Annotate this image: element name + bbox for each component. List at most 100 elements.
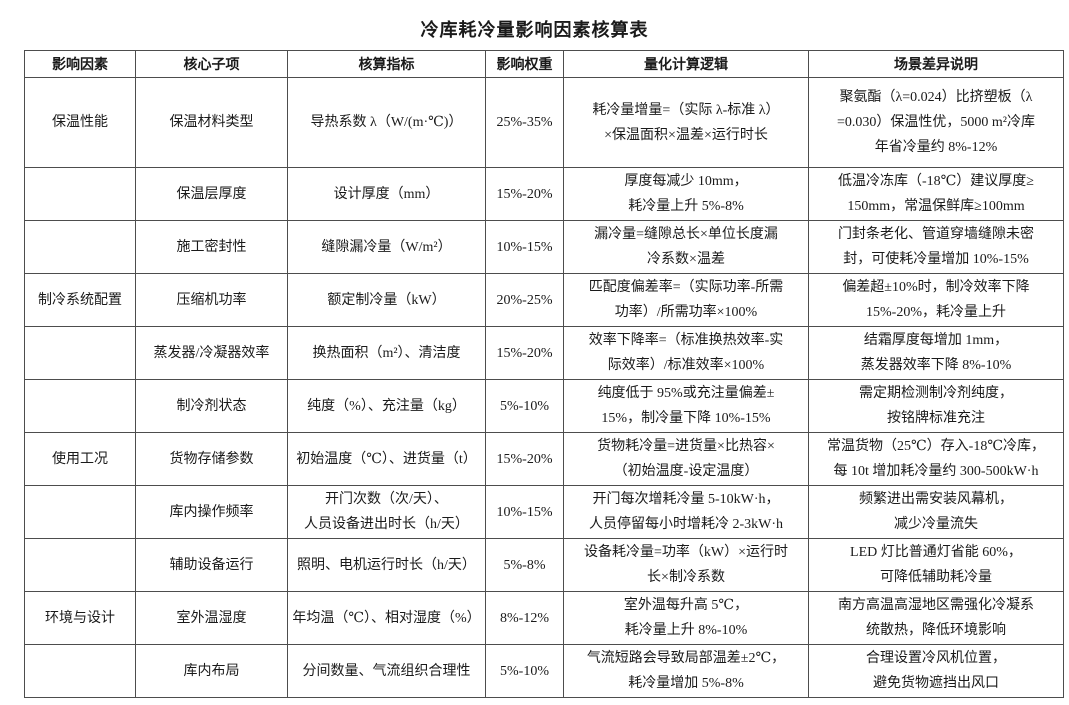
header-scenario-notes: 场景差异说明 <box>808 50 1064 78</box>
cell-weight: 15%-20% <box>485 326 564 380</box>
cell-logic: 纯度低于 95%或充注量偏差± 15%，制冷量下降 10%-15% <box>563 379 809 433</box>
cell-text-line: 25%-35% <box>496 115 553 130</box>
header-impact-factor: 影响因素 <box>24 50 136 78</box>
cell-weight: 15%-20% <box>485 167 564 221</box>
cell-impact-factor: 制冷系统配置 <box>24 273 136 327</box>
cell-core-sub-item: 室外温湿度 <box>135 591 288 645</box>
cell-core-sub-item: 制冷剂状态 <box>135 379 288 433</box>
cell-text-line: 合理设置冷风机位置， <box>866 651 1006 666</box>
cell-core-sub-item: 施工密封性 <box>135 220 288 274</box>
cell-text-line: 8%-12% <box>500 610 549 626</box>
cell-text-line: 纯度低于 95%或充注量偏差± <box>597 386 775 401</box>
cell-text-line: 150mm，常温保鲜库≥100mm <box>847 199 1025 214</box>
cell-weight: 10%-15% <box>485 485 564 539</box>
cell-text-line: 蒸发器/冷凝器效率 <box>153 345 270 361</box>
cell-text-line: 每 10t 增加耗冷量约 300-500kW·h <box>833 464 1039 479</box>
cell-text-line: 制冷系统配置 <box>38 292 122 308</box>
cell-text-line: 货物耗冷量=进货量×比热容× <box>597 439 775 454</box>
cell-text-line: LED 灯比普通灯省能 60%， <box>850 545 1022 560</box>
cell-text-line: 常温货物（25℃）存入-18℃冷库， <box>827 439 1045 454</box>
cell-logic: 开门每次增耗冷量 5-10kW·h， 人员停留每小时增耗冷 2-3kW·h <box>563 485 809 539</box>
cell-text-line: 耗冷量上升 8%-10% <box>624 623 748 638</box>
cell-text-line: 室外温湿度 <box>176 610 247 626</box>
cell-logic: 气流短路会导致局部温差±2℃， 耗冷量增加 5%-8% <box>563 644 809 698</box>
cell-text-line: 设计厚度（mm） <box>333 186 440 202</box>
cell-text-line: 额定制冷量（kW） <box>327 292 446 308</box>
cell-text-line: （初始温度-设定温度） <box>613 464 759 479</box>
cell-impact-factor <box>24 167 136 221</box>
cell-core-sub-item: 蒸发器/冷凝器效率 <box>135 326 288 380</box>
cell-text-line: 冷系数×温差 <box>647 252 725 267</box>
cell-text-line: 库内布局 <box>183 663 240 679</box>
cell-indicator: 初始温度（℃）、进货量（t） <box>287 432 486 486</box>
cell-text-line: 开门每次增耗冷量 5-10kW·h， <box>592 492 780 507</box>
table-row: 环境与设计 室外温湿度 年均温（℃）、相对湿度（%） 8%-12% 室外温每升高 5℃，… <box>24 591 1064 645</box>
cell-text-line: 偏差超±10%时，制冷效率下降 <box>842 280 1030 295</box>
cell-text-line: ×保温面积×温差×运行时长 <box>604 127 768 143</box>
cell-text-line: 漏冷量=缝隙总长×单位长度漏 <box>594 227 778 242</box>
cell-text-line: 人员设备进出时长（h/天） <box>304 517 469 532</box>
cell-text-line: 辅助设备运行 <box>169 557 254 573</box>
cell-text-line: 耗冷量上升 5%-8% <box>628 199 744 214</box>
cell-text-line: 人员停留每小时增耗冷 2-3kW·h <box>588 517 784 532</box>
cell-text-line: 厚度每减少 10mm， <box>624 174 748 189</box>
cell-weight: 5%-10% <box>485 379 564 433</box>
cell-logic: 效率下降率=（标准换热效率-实 际效率）/标准效率×100% <box>563 326 809 380</box>
table-row: 制冷剂状态 纯度（%）、充注量（kg） 5%-10% 纯度低于 95%或充注量偏差± 1… <box>24 379 1064 433</box>
cell-weight: 20%-25% <box>485 273 564 327</box>
cell-text-line: 货物存储参数 <box>169 451 254 467</box>
table-row: 制冷系统配置 压缩机功率 额定制冷量（kW） 20%-25% 匹配度偏差率=（实际功率-… <box>24 273 1064 327</box>
cell-text-line: 15%-20%，耗冷量上升 <box>866 305 1006 320</box>
cell-indicator: 纯度（%）、充注量（kg） <box>287 379 486 433</box>
cell-text-line: 门封条老化、管道穿墙缝隙未密 <box>838 227 1034 242</box>
cell-text-line: 可降低辅助耗冷量 <box>880 570 992 585</box>
cell-indicator: 额定制冷量（kW） <box>287 273 486 327</box>
cell-text-line: 聚氨酯（λ=0.024）比挤塑板（λ <box>839 90 1033 105</box>
cell-text-line: 效率下降率=（标准换热效率-实 <box>588 333 784 348</box>
cell-core-sub-item: 压缩机功率 <box>135 273 288 327</box>
cell-text-line: 15%，制冷量下降 10%-15% <box>601 411 771 426</box>
cell-core-sub-item: 保温材料类型 <box>135 77 288 168</box>
header-quantitative-logic: 量化计算逻辑 <box>563 50 809 78</box>
cell-text-line: 保温性能 <box>52 115 108 130</box>
cell-text-line: 统散热，降低环境影响 <box>866 623 1006 638</box>
cell-text-line: 分间数量、气流组织合理性 <box>302 663 471 679</box>
table-row: 保温性能 保温材料类型 导热系数 λ（W/(m·℃)） 25%-35% 耗冷量增量=（实… <box>24 77 1064 168</box>
header-core-sub-item: 核心子项 <box>135 50 288 78</box>
cell-text-line: 减少冷量流失 <box>894 517 978 532</box>
cell-text-line: 10%-15% <box>496 239 553 255</box>
cell-text-line: 低温冷冻库（-18℃）建议厚度≥ <box>837 174 1034 189</box>
cell-text-line: 初始温度（℃）、进货量（t） <box>296 451 477 467</box>
cell-scenario: 需定期检测制冷剂纯度， 按铭牌标准充注 <box>808 379 1064 433</box>
cell-text-line: 耗冷量增量=（实际 λ-标准 λ） <box>592 102 780 118</box>
cell-scenario: 门封条老化、管道穿墙缝隙未密 封，可使耗冷量增加 10%-15% <box>808 220 1064 274</box>
cell-text-line: 环境与设计 <box>45 610 115 626</box>
cell-scenario: 常温货物（25℃）存入-18℃冷库， 每 10t 增加耗冷量约 300-500kW… <box>808 432 1064 486</box>
cell-text-line: 功率）/所需功率×100% <box>614 305 758 320</box>
cell-text-line: 设备耗冷量=功率（kW）×运行时 <box>583 545 788 560</box>
cell-text-line: 气流短路会导致局部温差±2℃， <box>586 651 786 666</box>
cell-text-line: 库内操作频率 <box>169 504 254 520</box>
cell-indicator: 换热面积（m²）、清洁度 <box>287 326 486 380</box>
cell-text-line: 15%-20% <box>496 451 553 467</box>
table-row: 保温层厚度 设计厚度（mm） 15%-20% 厚度每减少 10mm， 耗冷量上升 5%-… <box>24 167 1064 221</box>
cell-text-line: 南方高温高湿地区需强化冷凝系 <box>838 598 1034 613</box>
cell-text-line: 耗冷量增加 5%-8% <box>628 676 744 691</box>
cell-text-line: =0.030）保温性优，5000 m²冷库 <box>837 115 1035 130</box>
cell-text-line: 10%-15% <box>496 504 553 520</box>
cell-impact-factor <box>24 485 136 539</box>
cell-text-line: 照明、电机运行时长（h/天） <box>297 557 476 573</box>
cell-scenario: 合理设置冷风机位置， 避免货物遮挡出风口 <box>808 644 1064 698</box>
cell-logic: 耗冷量增量=（实际 λ-标准 λ） ×保温面积×温差×运行时长 <box>563 77 809 168</box>
cell-core-sub-item: 保温层厚度 <box>135 167 288 221</box>
cell-indicator: 分间数量、气流组织合理性 <box>287 644 486 698</box>
cell-impact-factor: 保温性能 <box>24 77 136 168</box>
cell-text-line: 换热面积（m²）、清洁度 <box>312 345 461 361</box>
cell-logic: 货物耗冷量=进货量×比热容× （初始温度-设定温度） <box>563 432 809 486</box>
header-impact-weight: 影响权重 <box>485 50 564 78</box>
cell-text-line: 保温材料类型 <box>169 115 254 130</box>
cell-text-line: 缝隙漏冷量（W/m²） <box>321 239 452 255</box>
cell-scenario: 南方高温高湿地区需强化冷凝系 统散热，降低环境影响 <box>808 591 1064 645</box>
cell-weight: 8%-12% <box>485 591 564 645</box>
